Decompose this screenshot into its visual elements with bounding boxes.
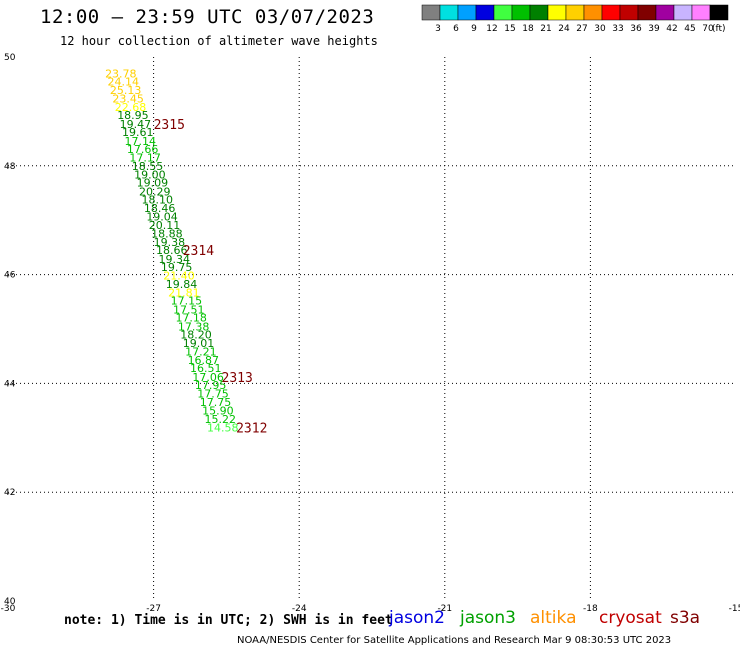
chart-title: 12:00 – 23:59 UTC 03/07/2023 (40, 6, 375, 28)
legend-label: 18 (522, 24, 534, 34)
wave-height-point: 17.38 (178, 320, 210, 333)
x-tick-label: -24 (292, 604, 307, 614)
legend-label: 15 (504, 24, 515, 34)
y-tick-label: 46 (4, 271, 16, 281)
wave-height-point: 18.95 (117, 109, 149, 122)
wave-height-point: 18.88 (151, 227, 183, 240)
wave-height-point: 19.38 (154, 236, 186, 249)
y-tick-label: 48 (4, 162, 16, 172)
satellite-jason3: jason3 (460, 608, 516, 628)
wave-height-point: 15.22 (205, 413, 237, 426)
satellite-jason2: jason2 (389, 608, 445, 628)
wave-height-point: 16.87 (188, 354, 220, 367)
wave-height-point: 18.10 (141, 194, 173, 207)
legend-label: 6 (453, 24, 459, 34)
legend-label: 36 (630, 24, 642, 34)
wave-height-point: 21.81 (168, 287, 200, 300)
wave-height-point: 17.66 (127, 143, 159, 156)
wave-height-point: 23.78 (105, 67, 137, 80)
x-tick-label: -18 (583, 604, 598, 614)
x-tick-label: -27 (146, 604, 161, 614)
legend-label: 33 (612, 24, 623, 34)
wave-height-point: 16.51 (190, 362, 222, 375)
wave-height-point: 19.75 (161, 261, 193, 274)
wave-height-point: 18.46 (144, 202, 176, 215)
wave-height-point: 19.61 (122, 126, 154, 139)
wave-height-point: 20.11 (149, 219, 181, 232)
legend-label: 3 (435, 24, 441, 34)
time-label: 2314 (183, 244, 214, 259)
wave-height-point: 18.55 (132, 160, 164, 173)
x-tick-label: -15 (729, 604, 740, 614)
time-label: 2315 (154, 118, 185, 133)
wave-height-point: 19.09 (137, 177, 169, 190)
wave-height-point: 20.29 (139, 185, 171, 198)
wave-height-point: 24.14 (107, 75, 139, 88)
time-label: 2313 (222, 371, 253, 386)
wave-height-point: 17.15 (171, 295, 203, 308)
wave-height-point: 17.21 (185, 345, 217, 358)
satellite-altika: altika (530, 608, 577, 628)
color-legend: 3 6 9 12 15 18 21 24 27 30 33 36 39 42 45 70(ft) (421, 4, 729, 34)
x-tick-label: -30 (1, 604, 16, 614)
wave-height-point: 17.95 (195, 379, 227, 392)
wave-height-point: 18.20 (180, 328, 212, 341)
legend-swatch (709, 4, 729, 21)
y-tick-label: 50 (4, 53, 16, 63)
wave-height-point: 19.47 (120, 118, 152, 131)
wave-height-point: 17.51 (173, 303, 205, 316)
y-tick-label: 44 (4, 379, 16, 389)
legend-label: 39 (648, 24, 660, 34)
legend-label: 27 (576, 24, 587, 34)
satellite-s3a: s3a (670, 608, 701, 628)
legend-label: 30 (594, 24, 606, 34)
wave-height-point: 15.90 (202, 405, 234, 418)
legend-label: 45 (684, 24, 695, 34)
time-label: 2312 (236, 421, 267, 436)
wave-height-point: 17.18 (175, 312, 207, 325)
legend-label: 12 (486, 24, 497, 34)
wave-height-point: 18.66 (156, 244, 188, 257)
wave-height-point: 22.68 (115, 101, 147, 114)
chart-subtitle: 12 hour collection of altimeter wave hei… (60, 34, 378, 48)
legend-unit: (ft) (712, 24, 726, 34)
wave-height-point: 17.14 (124, 135, 156, 148)
legend-label: 70 (702, 24, 714, 34)
wave-height-point: 23.45 (112, 92, 144, 105)
wave-height-point: 19.01 (183, 337, 215, 350)
wave-height-point: 17.17 (129, 152, 161, 165)
legend-label: 42 (666, 24, 677, 34)
legend-label: 9 (471, 24, 477, 34)
footer-note: note: 1) Time is in UTC; 2) SWH is in fe… (64, 613, 393, 628)
y-tick-label: 42 (4, 488, 15, 498)
wave-height-point: 17.06 (192, 371, 224, 384)
wave-height-point: 17.75 (197, 388, 229, 401)
x-tick-label: -21 (437, 604, 452, 614)
wave-height-point: 19.04 (146, 210, 178, 223)
wave-height-point: 19.00 (134, 169, 166, 182)
footer-credit: NOAA/NESDIS Center for Satellite Applica… (237, 635, 672, 646)
wave-height-point: 14.58 (207, 421, 239, 434)
wave-height-point: 17.75 (200, 396, 232, 409)
wave-height-point: 21.40 (163, 270, 195, 283)
wave-height-point: 19.34 (158, 253, 190, 266)
y-tick-label: 40 (4, 597, 16, 607)
legend-label: 24 (558, 24, 570, 34)
wave-height-point: 25.13 (110, 84, 142, 97)
wave-height-point: 19.84 (166, 278, 198, 291)
legend-label: 21 (540, 24, 551, 34)
satellite-cryosat: cryosat (599, 608, 662, 628)
